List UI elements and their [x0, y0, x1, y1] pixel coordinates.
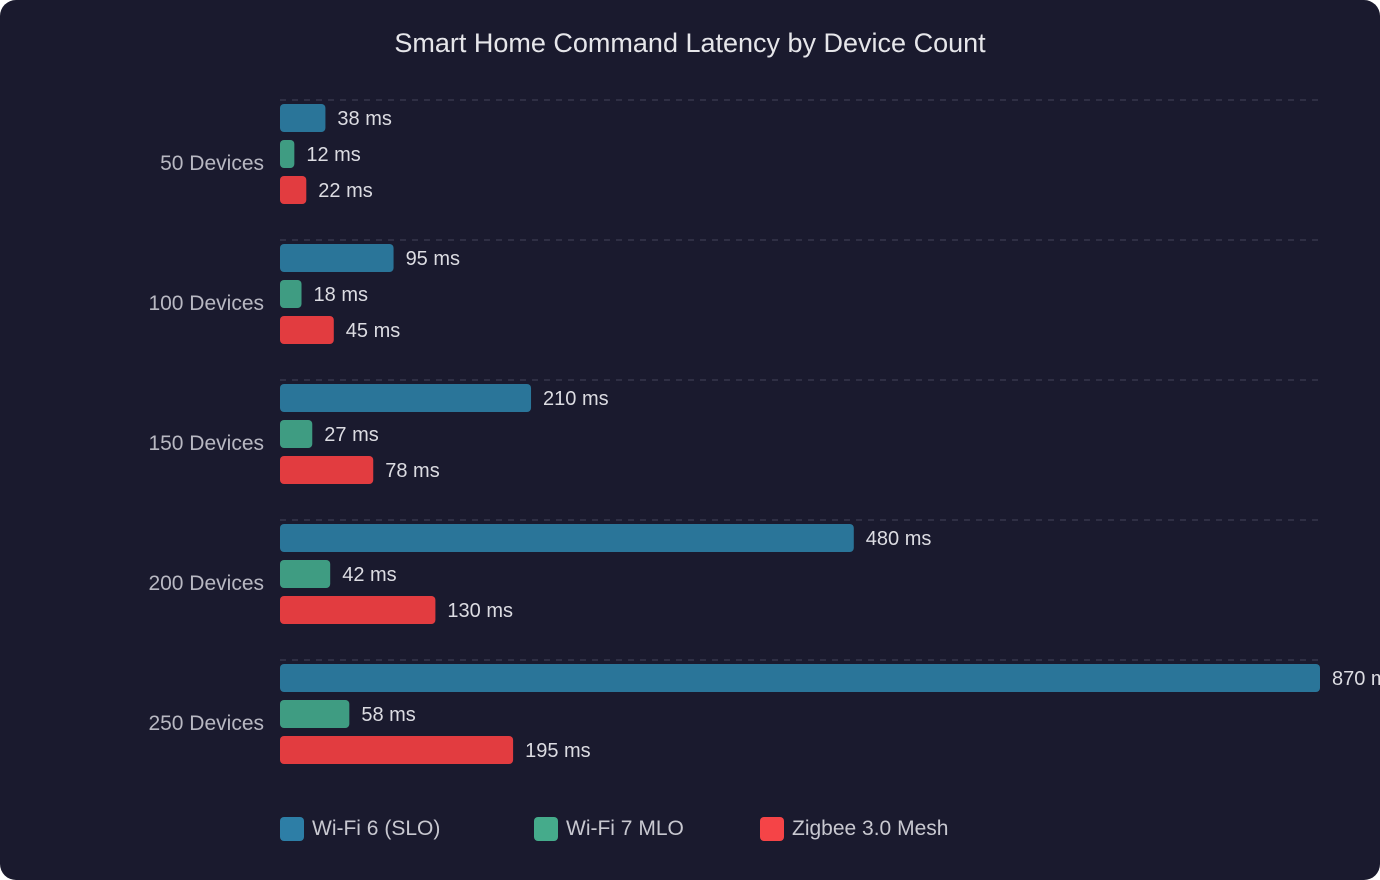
data-label: 210 ms: [543, 388, 609, 410]
data-label: 78 ms: [385, 460, 439, 482]
legend-item[interactable]: Zigbee 3.0 Mesh: [760, 817, 948, 841]
legend-item[interactable]: Wi-Fi 6 (SLO): [280, 817, 440, 841]
bar: [280, 104, 326, 132]
bar: [280, 560, 331, 588]
category-label: 150 Devices: [148, 432, 264, 455]
category-label: 100 Devices: [148, 292, 264, 315]
data-label: 58 ms: [361, 704, 415, 726]
bar: [280, 384, 532, 412]
data-label: 130 ms: [447, 600, 513, 622]
data-label: 45 ms: [346, 320, 400, 342]
legend-label: Wi-Fi 7 MLO: [566, 817, 684, 840]
bar: [280, 596, 436, 624]
legend-swatch: [760, 817, 784, 841]
data-label: 870 ms: [1332, 668, 1380, 690]
bar: [280, 280, 302, 308]
data-label: 22 ms: [318, 180, 372, 202]
bar: [280, 420, 313, 448]
legend-label: Zigbee 3.0 Mesh: [792, 817, 949, 840]
data-label: 95 ms: [406, 248, 460, 270]
bar: [280, 456, 374, 484]
category-label: 200 Devices: [148, 572, 264, 595]
bar: [280, 524, 854, 552]
bar: [280, 316, 334, 344]
bar: [280, 140, 295, 168]
legend-swatch: [280, 817, 304, 841]
data-label: 27 ms: [324, 424, 378, 446]
data-label: 18 ms: [314, 284, 368, 306]
legend-label: Wi-Fi 6 (SLO): [312, 817, 441, 840]
chart-title: Smart Home Command Latency by Device Cou…: [394, 28, 986, 58]
data-label: 38 ms: [337, 108, 391, 130]
data-label: 42 ms: [342, 564, 396, 586]
data-label: 12 ms: [306, 144, 360, 166]
category-label: 50 Devices: [160, 152, 264, 175]
data-label: 195 ms: [525, 740, 591, 762]
bar: [280, 700, 350, 728]
bar: [280, 244, 394, 272]
bar: [280, 736, 514, 764]
legend-swatch: [534, 817, 558, 841]
bar: [280, 664, 1320, 692]
legend-item[interactable]: Wi-Fi 7 MLO: [534, 817, 684, 841]
data-label: 480 ms: [866, 528, 932, 550]
category-label: 250 Devices: [148, 712, 264, 735]
bar: [280, 176, 307, 204]
